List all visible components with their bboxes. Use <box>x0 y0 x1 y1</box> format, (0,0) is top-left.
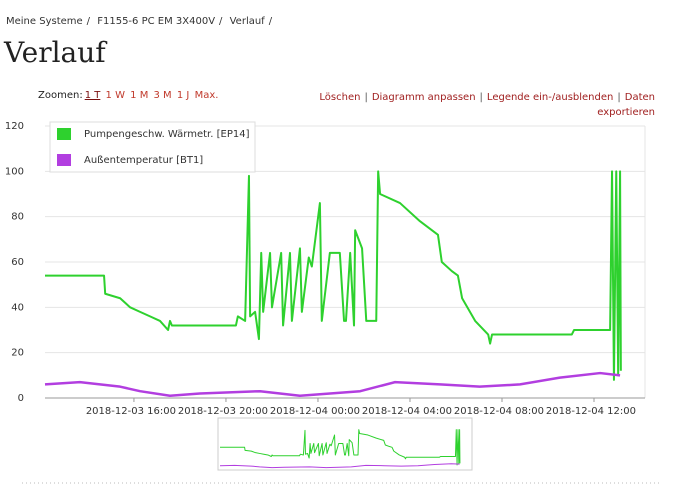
x-tick-label: 2018-12-03 20:00 <box>178 406 268 417</box>
action-link[interactable]: Löschen <box>319 92 361 103</box>
legend-label: Pumpengeschw. Wärmetr. [EP14] <box>84 129 250 140</box>
crumb-link[interactable]: F1155-6 PC EM 3X400V <box>97 16 216 27</box>
navigator-line <box>219 463 460 469</box>
x-tick-label: 2018-12-04 08:00 <box>454 406 544 417</box>
action-separator: | <box>364 92 368 103</box>
action-separator: | <box>617 92 621 103</box>
zoom-option[interactable]: Max. <box>194 90 219 101</box>
legend-swatch <box>57 154 71 166</box>
crumb-separator: / <box>86 16 91 27</box>
x-tick-label: 2018-12-04 12:00 <box>546 406 636 417</box>
x-tick-label: 2018-12-04 04:00 <box>362 406 452 417</box>
page-title: Verlauf <box>4 36 106 69</box>
legend-label: Außentemperatur [BT1] <box>84 155 203 166</box>
y-tick-label: 0 <box>18 393 24 404</box>
x-tick-label: 2018-12-04 00:00 <box>270 406 360 417</box>
action-link[interactable]: Daten exportieren <box>597 92 655 118</box>
action-separator: | <box>479 92 483 103</box>
y-tick-label: 60 <box>11 257 24 268</box>
zoom-option[interactable]: 1 J <box>176 90 190 101</box>
zoom-option[interactable]: 1 W <box>105 90 125 101</box>
zoom-option[interactable]: 1 M <box>130 90 149 101</box>
action-bar: Löschen | Diagramm anpassen | Legende ein-/a… <box>275 90 655 120</box>
legend-swatch <box>57 128 71 140</box>
y-tick-label: 100 <box>5 166 24 177</box>
crumb-separator: / <box>219 16 223 27</box>
navigator-frame <box>217 417 473 471</box>
zoom-option[interactable]: 3 M <box>153 90 172 101</box>
crumb-link[interactable]: Meine Systeme <box>6 16 83 27</box>
x-tick-label: 2018-12-03 16:00 <box>86 406 176 417</box>
crumb-separator: / <box>268 16 273 27</box>
breadcrumb: Meine Systeme / F1155-6 PC EM 3X400V / Ver… <box>6 16 276 27</box>
action-link[interactable]: Legende ein-/ausblenden <box>486 92 614 103</box>
zoom-label: Zoomen: <box>38 90 83 101</box>
y-tick-label: 80 <box>11 212 24 223</box>
navigator-line <box>220 429 461 466</box>
zoom-bar: Zoomen: 1 T 1 W 1 M 3 M 1 J Max. <box>38 90 218 101</box>
y-tick-label: 20 <box>11 348 24 359</box>
crumb-link[interactable]: Verlauf <box>229 16 265 27</box>
series-line <box>45 170 622 381</box>
action-link[interactable]: Diagramm anpassen <box>371 92 476 103</box>
y-tick-label: 40 <box>11 302 24 313</box>
legend-box <box>49 121 256 173</box>
y-tick-label: 120 <box>5 121 24 132</box>
series-line <box>44 371 621 397</box>
zoom-option[interactable]: 1 T <box>84 90 101 101</box>
